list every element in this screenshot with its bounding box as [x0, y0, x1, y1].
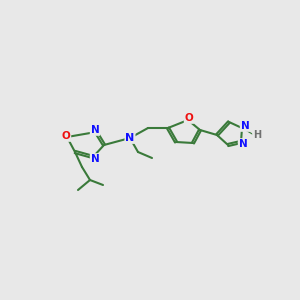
Text: N: N [125, 133, 135, 143]
Text: H: H [253, 130, 261, 140]
Text: N: N [241, 121, 249, 131]
Text: N: N [91, 125, 99, 135]
Text: N: N [238, 139, 247, 149]
Text: N: N [91, 154, 99, 164]
Text: O: O [61, 131, 70, 141]
Text: O: O [184, 113, 194, 123]
